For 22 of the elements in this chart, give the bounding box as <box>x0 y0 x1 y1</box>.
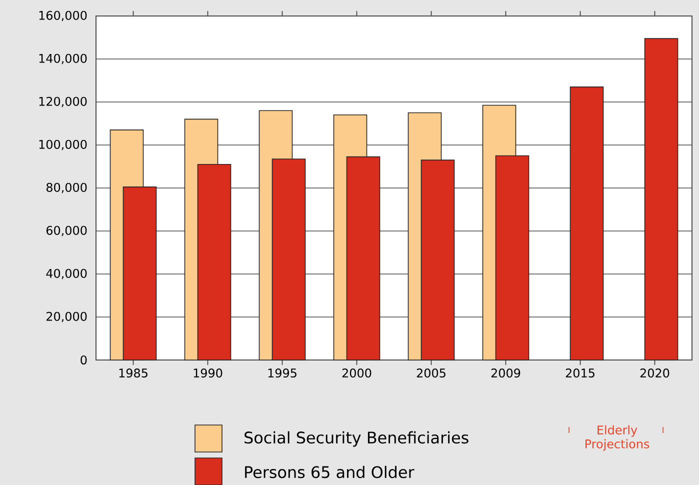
legend-label: Social Security Beneficiaries <box>244 431 468 447</box>
y-tick-label: 120,000 <box>39 96 87 107</box>
x-tick-label: 1995 <box>268 368 296 378</box>
y-tick-label: 140,000 <box>39 54 87 64</box>
x-tick-label: 2009 <box>491 368 520 378</box>
y-tick-label: 60,000 <box>46 226 87 236</box>
bar <box>570 86 604 360</box>
y-tick-label: 100,000 <box>39 140 87 150</box>
y-tick-label: 0 <box>80 355 87 364</box>
bar <box>644 38 678 360</box>
x-tick-label: 1990 <box>194 368 222 378</box>
y-tick-label: 80,000 <box>46 182 87 193</box>
y-tick-label: 40,000 <box>46 268 87 279</box>
x-tick-label: 2000 <box>342 368 372 378</box>
x-tick-label: 2015 <box>566 368 594 378</box>
y-tick-label: 20,000 <box>46 312 87 322</box>
x-tick-label: 1985 <box>119 368 148 378</box>
legend-label: Persons 65 and Older <box>245 466 414 478</box>
x-tick-label: 2005 <box>416 368 446 378</box>
x-tick-label: 2020 <box>640 368 670 378</box>
y-tick-label: 160,000 <box>39 10 87 21</box>
text: Elderly Projections <box>586 425 650 451</box>
